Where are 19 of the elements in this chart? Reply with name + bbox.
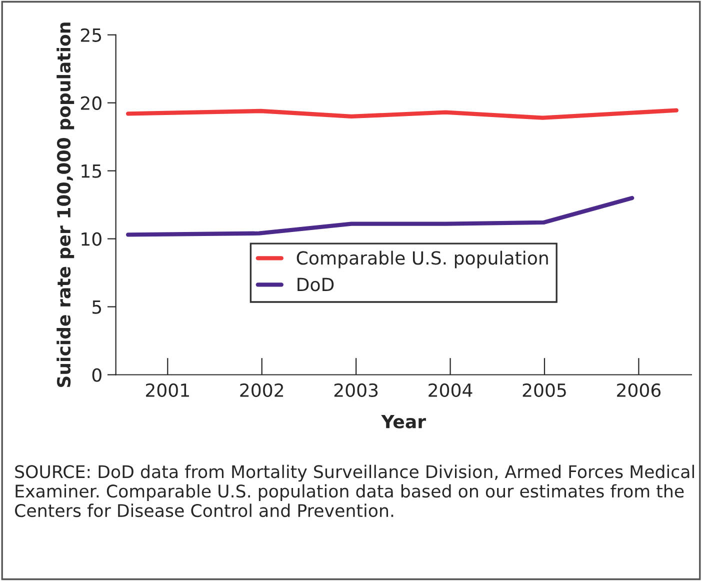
x-tick-label: 2002 xyxy=(240,383,284,398)
line-series xyxy=(126,196,634,237)
x-tick-label: 2004 xyxy=(428,383,472,398)
y-axis-title: Suicide rate per 100,000 population xyxy=(56,22,74,388)
legend-label: DoD xyxy=(298,278,334,292)
legend-label: Comparable U.S. population xyxy=(296,250,548,268)
x-axis-title: Year xyxy=(381,414,426,428)
source-note: SOURCE: DoD data from Mortality Surveillance Division, Armed Forces Medical Examiner. Comparable U.S. population data based on our estimates from the Centers for Disease Control and Prevention. xyxy=(15,464,694,518)
y-tick-label: 15 xyxy=(82,164,102,178)
y-tick-label: 5 xyxy=(92,300,102,314)
line-series xyxy=(126,108,678,120)
x-tick-label: 2001 xyxy=(146,383,189,398)
x-tick-label: 2003 xyxy=(334,383,378,398)
x-tick-label: 2005 xyxy=(522,383,566,398)
x-tick-label: 2006 xyxy=(617,383,661,398)
y-tick-label: 20 xyxy=(80,96,102,110)
y-tick-label: 0 xyxy=(92,368,102,382)
y-tick-label: 10 xyxy=(82,232,102,246)
y-tick-label: 25 xyxy=(80,28,102,42)
